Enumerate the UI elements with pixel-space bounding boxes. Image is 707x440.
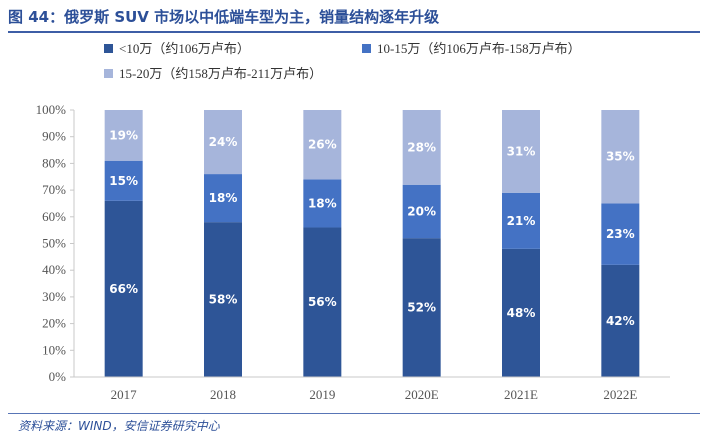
x-axis: 2017 2018 2019 2020E 2021E 2022E [74, 376, 670, 402]
legend-item: <10万（约106万卢布） [104, 41, 250, 56]
bar-segment [303, 110, 342, 180]
bar-segment [601, 264, 640, 377]
data-label: 18% [209, 191, 238, 205]
bar-segment [104, 200, 143, 377]
bar-group-2021E: 48% 21% 31% [502, 110, 540, 377]
y-tick-label: 40% [42, 262, 66, 277]
legend-item: 15-20万（约158万卢布-211万卢布） [104, 66, 322, 81]
y-tick-label: 0% [49, 369, 67, 384]
source-rule [8, 413, 700, 414]
y-tick-label: 80% [42, 155, 66, 170]
legend: <10万（约106万卢布） 10-15万（约106万卢布-158万卢布） 15-20… [104, 41, 581, 81]
bar-group-2017: 66% 15% 19% [104, 110, 143, 377]
bar-segment [204, 110, 242, 175]
legend-label: 10-15万（约106万卢布-158万卢布） [377, 41, 581, 56]
data-label: 15% [109, 174, 138, 188]
figure-title: 图 44：俄罗斯 SUV 市场以中低端车型为主，销量结构逐年升级 [8, 8, 440, 26]
legend-swatch [104, 44, 113, 53]
bar-segment [502, 110, 540, 193]
x-tick-label: 2022E [603, 387, 637, 402]
y-tick-label: 100% [36, 102, 67, 117]
data-label: 52% [407, 301, 436, 315]
legend-swatch [104, 69, 113, 78]
data-label: 21% [507, 214, 536, 228]
x-tick-label: 2019 [309, 387, 335, 402]
data-label: 24% [209, 135, 238, 149]
bar-segment [204, 174, 242, 223]
x-tick-label: 2021E [504, 387, 538, 402]
x-tick-label: 2018 [210, 387, 236, 402]
stacked-bar-chart: <10万（约106万卢布） 10-15万（约106万卢布-158万卢布） 15-20… [36, 41, 670, 402]
data-label: 28% [407, 140, 436, 154]
y-tick-label: 90% [42, 129, 66, 144]
data-label: 56% [308, 295, 337, 309]
y-tick-label: 60% [42, 209, 66, 224]
data-label: 18% [308, 196, 337, 210]
data-label: 48% [507, 306, 536, 320]
x-tick-label: 2020E [405, 387, 439, 402]
bar-group-2022E: 42% 23% 35% [601, 110, 640, 377]
data-label: 35% [606, 150, 635, 164]
bar-segment [402, 238, 441, 377]
x-tick-label: 2017 [111, 387, 138, 402]
y-tick-label: 20% [42, 316, 66, 331]
data-label: 19% [109, 128, 138, 142]
legend-item: 10-15万（约106万卢布-158万卢布） [362, 41, 581, 56]
legend-label: 15-20万（约158万卢布-211万卢布） [119, 66, 322, 81]
bar-segment [104, 160, 143, 201]
bars: 66% 15% 19% 58% 18% 24% 56% 18% 26% 52% 20% 28% 48% 2… [104, 110, 640, 377]
source-note: 资料来源：WIND，安信证券研究中心 [18, 419, 220, 433]
data-label: 26% [308, 138, 337, 152]
data-label: 66% [109, 282, 138, 296]
title-rule [8, 31, 700, 33]
bar-segment [402, 110, 441, 185]
data-label: 42% [606, 314, 635, 328]
bar-group-2018: 58% 18% 24% [204, 110, 242, 377]
bar-segment [502, 248, 540, 377]
y-tick-label: 50% [42, 236, 66, 251]
y-tick-label: 70% [42, 182, 66, 197]
bar-segment [303, 227, 342, 377]
bar-segment [303, 179, 342, 228]
bar-segment [204, 222, 242, 377]
y-axis: 0% 10% 20% 30% 40% 50% 60% 70% 80% 90% 100% [36, 102, 75, 384]
y-tick-label: 10% [42, 342, 66, 357]
bar-segment [601, 203, 640, 265]
bar-segment [104, 110, 143, 161]
bar-segment [402, 184, 441, 239]
y-tick-label: 30% [42, 289, 66, 304]
bar-group-2019: 56% 18% 26% [303, 110, 342, 377]
data-label: 31% [507, 144, 536, 158]
data-label: 20% [407, 204, 436, 218]
legend-label: <10万（约106万卢布） [119, 41, 250, 56]
bar-segment [601, 110, 640, 204]
bar-segment [502, 192, 540, 249]
data-label: 58% [209, 293, 238, 307]
bar-group-2020E: 52% 20% 28% [402, 110, 441, 377]
legend-swatch [362, 44, 371, 53]
data-label: 23% [606, 227, 635, 241]
